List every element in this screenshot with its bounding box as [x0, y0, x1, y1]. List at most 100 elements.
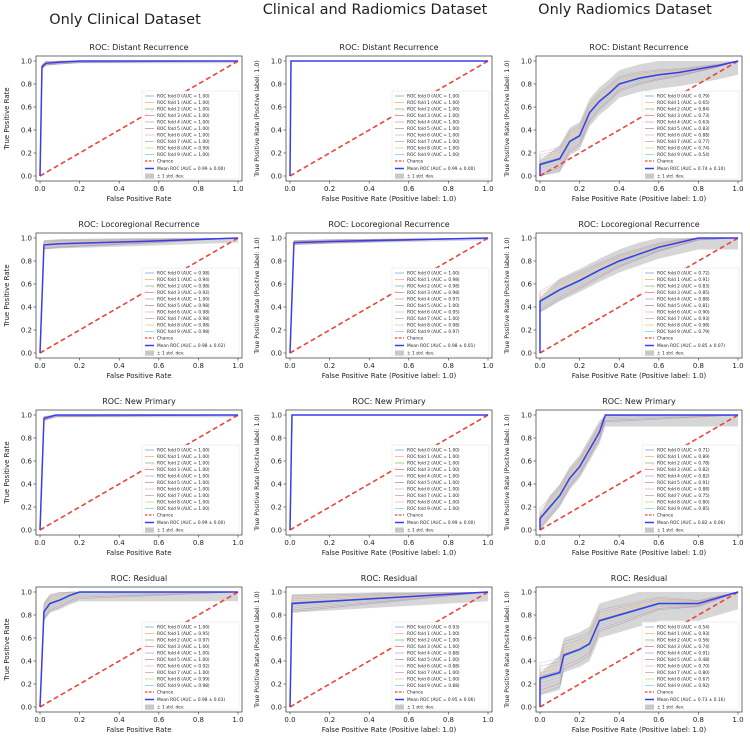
roc-panel: ROC: Locoregional Recurrence 0.0 0.0 0.2 0.2…: [250, 217, 500, 394]
x-tick-label: 1.0: [232, 185, 243, 193]
y-tick-label: 0.0: [271, 350, 282, 358]
x-tick-label: 0.8: [443, 362, 454, 370]
y-tick-label: 0.8: [521, 435, 532, 443]
y-tick-label: 0.4: [271, 127, 283, 135]
fold-roc-line: [539, 591, 739, 707]
legend-fold-label: ROC fold 2 (AUC = 1.00): [407, 638, 460, 644]
legend-std-swatch: [645, 350, 654, 356]
legend-mean-label: Mean ROC (AUC = 0.82 ± 0.06): [657, 520, 725, 526]
chart-title: ROC: Locoregional Recurrence: [78, 220, 199, 229]
legend-fold-label: ROC fold 7 (AUC = 1.00): [407, 670, 460, 676]
y-tick-label: 0.4: [271, 658, 283, 666]
legend-fold-label: ROC fold 8 (AUC = 0.80): [657, 500, 710, 506]
roc-chart: ROC: Distant Recurrence 0.00.0 0.2 0.2 0.4 0.…: [3, 43, 244, 203]
legend-std-label: ± 1 std. dev.: [657, 351, 684, 357]
legend-fold-label: ROC fold 3 (AUC = 1.00): [407, 113, 460, 119]
x-tick-label: 0.2: [324, 539, 335, 547]
x-axis-label: False Positive Rate (Positive label: 1.0…: [322, 726, 457, 734]
y-tick-label: 0.6: [521, 458, 533, 466]
legend: ROC fold 0 (AUC = 1.00)ROC fold 1 (AUC =…: [141, 621, 240, 711]
y-axis-label: True Positive Rate (Positive label: 1.0): [254, 591, 261, 709]
x-axis-label: False Positive Rate (Positive label: 1.0…: [572, 195, 707, 203]
y-tick-label: 1.0: [521, 412, 532, 420]
legend-fold-label: ROC fold 0 (AUC = 1.00): [407, 271, 460, 277]
x-tick-label: 0.4: [364, 185, 376, 193]
x-tick-label: 0.2: [324, 185, 335, 193]
legend-fold-label: ROC fold 2 (AUC = 1.00): [157, 107, 210, 113]
legend-std-swatch: [645, 173, 654, 179]
chart-title: ROC: Residual: [361, 574, 417, 583]
x-tick-label: 1.0: [232, 716, 243, 724]
fold-roc-line: [539, 591, 739, 707]
legend-std-swatch: [645, 704, 654, 710]
chance-line: [39, 591, 239, 708]
legend-fold-label: ROC fold 4 (AUC = 0.88): [407, 651, 460, 657]
x-tick-label: 1.0: [482, 185, 493, 193]
legend-fold-label: ROC fold 1 (AUC = 1.00): [157, 100, 210, 106]
legend-fold-label: ROC fold 6 (AUC = 1.00): [157, 487, 210, 493]
x-tick-label: 0.8: [193, 716, 204, 724]
x-axis-label: False Positive Rate: [106, 195, 171, 203]
legend-fold-label: ROC fold 2 (AUC = 0.97): [157, 638, 210, 644]
y-axis-label: True Positive Rate (Positive label: 1.0): [504, 591, 511, 709]
x-tick-label: 0.6: [153, 716, 165, 724]
y-tick-label: 0.0: [21, 704, 32, 712]
legend-fold-label: ROC fold 5 (AUC = 1.00): [407, 303, 460, 309]
roc-panel: ROC: Locoregional Recurrence 0.0 0.0 0.2 0.2…: [0, 217, 250, 394]
legend-std-swatch: [395, 173, 404, 179]
legend-mean-label: Mean ROC (AUC = 0.98 ± 0.01): [407, 343, 475, 349]
legend-fold-label: ROC fold 5 (AUC = 1.00): [407, 126, 460, 132]
legend-fold-label: ROC fold 8 (AUC = 0.99): [157, 146, 210, 152]
x-tick-label: 1.0: [732, 539, 743, 547]
roc-chart: ROC: Locoregional Recurrence 0.00.0 0.2 0.2…: [3, 220, 244, 380]
chance-line: [289, 591, 489, 708]
legend-fold-label: ROC fold 5 (AUC = 0.81): [657, 303, 710, 309]
legend-fold-label: ROC fold 3 (AUC = 0.92): [157, 290, 210, 296]
legend-fold-label: ROC fold 5 (AUC = 0.91): [657, 480, 710, 486]
y-axis-label: True Positive Rate: [3, 441, 11, 504]
legend-box: [141, 444, 240, 534]
legend-fold-label: ROC fold 2 (AUC = 0.56): [657, 638, 710, 644]
x-tick-label: 0.0: [34, 716, 45, 724]
legend-fold-label: ROC fold 3 (AUC = 1.00): [157, 113, 210, 119]
legend-fold-label: ROC fold 6 (AUC = 0.95): [407, 310, 460, 316]
legend-std-swatch: [395, 527, 404, 533]
y-tick-label: 0.6: [521, 104, 533, 112]
y-axis-label: True Positive Rate (Positive label: 1.0): [254, 60, 261, 178]
legend-chance-label: Chance: [157, 513, 173, 519]
legend-mean-label: Mean ROC (AUC = 0.99 ± 0.00): [407, 520, 475, 526]
legend-std-label: ± 1 std. dev.: [657, 528, 684, 534]
fold-roc-line: [539, 591, 739, 707]
roc-chart: ROC: New Primary 0.00.0 0.2 0.2 0.4 0.4 0.6 0.6…: [504, 397, 744, 557]
legend-mean-label: Mean ROC (AUC = 0.99 ± 0.00): [157, 520, 225, 526]
y-tick-label: 0.8: [21, 81, 32, 89]
y-tick-label: 1.0: [271, 589, 282, 597]
roc-chart: ROC: New Primary 0.00.0 0.2 0.2 0.4 0.4 0.6 0.6…: [3, 397, 244, 557]
legend-fold-label: ROC fold 1 (AUC = 1.00): [407, 454, 460, 460]
legend-fold-label: ROC fold 1 (AUC = 0.89): [657, 454, 710, 460]
x-tick-label: 0.0: [34, 185, 45, 193]
mean-roc-line: [39, 237, 239, 354]
legend-fold-label: ROC fold 9 (AUC = 0.97): [407, 329, 460, 335]
chance-line: [539, 60, 739, 177]
legend-fold-label: ROC fold 4 (AUC = 1.00): [157, 651, 210, 657]
legend-fold-label: ROC fold 9 (AUC = 0.88): [407, 683, 460, 689]
legend-fold-label: ROC fold 1 (AUC = 0.98): [407, 277, 460, 283]
legend-fold-label: ROC fold 7 (AUC = 0.98): [157, 316, 210, 322]
legend-fold-label: ROC fold 5 (AUC = 1.00): [157, 480, 210, 486]
x-tick-label: 0.2: [74, 716, 85, 724]
legend: ROC fold 0 (AUC = 1.00)ROC fold 1 (AUC =…: [141, 90, 240, 180]
roc-panel: ROC: Locoregional Recurrence 0.0 0.0 0.2 0.2…: [500, 217, 750, 394]
legend-fold-label: ROC fold 3 (AUC = 0.82): [657, 467, 710, 473]
legend: ROC fold 0 (AUC = 1.00)ROC fold 1 (AUC =…: [391, 90, 490, 180]
y-tick-label: 0.2: [271, 327, 282, 335]
x-tick-label: 0.6: [403, 185, 415, 193]
y-tick-label: 0.6: [521, 635, 533, 643]
fold-roc-line: [539, 591, 739, 707]
fold-roc-line: [539, 237, 739, 353]
chance-line: [539, 591, 739, 708]
legend-fold-label: ROC fold 3 (AUC = 1.00): [407, 467, 460, 473]
x-tick-label: 0.8: [693, 362, 704, 370]
legend-fold-label: ROC fold 0 (AUC = 0.54): [657, 625, 710, 631]
fold-roc-line: [539, 591, 739, 707]
